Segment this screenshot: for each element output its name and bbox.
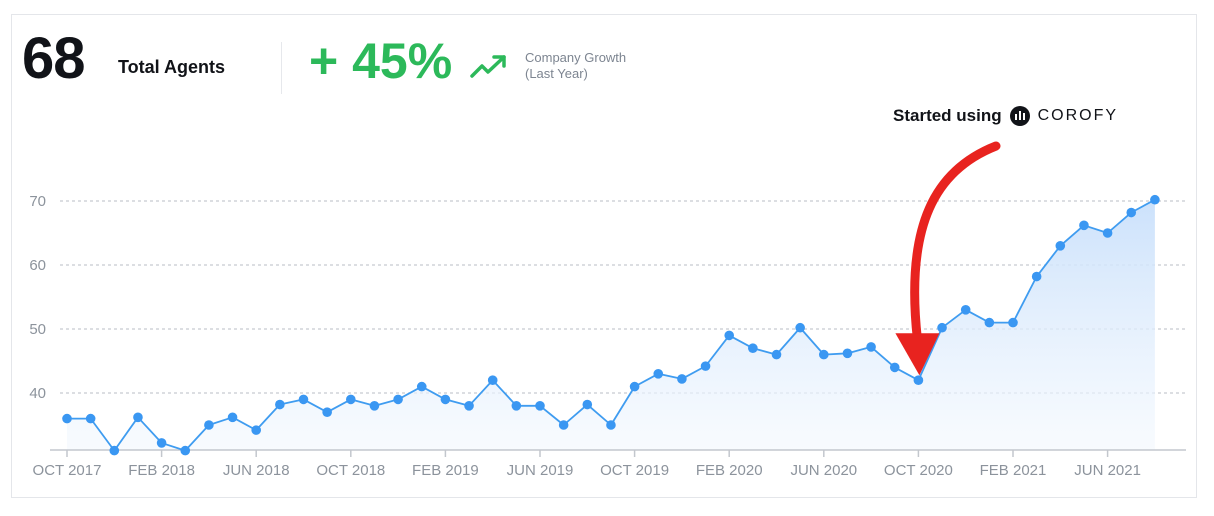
- data-point: [842, 348, 853, 359]
- data-point: [62, 413, 72, 424]
- total-agents-label: Total Agents: [118, 57, 225, 77]
- annotation-label: Started using COROFY: [893, 106, 1118, 126]
- x-tick-label: JUN 2018: [223, 462, 290, 479]
- data-point: [322, 407, 332, 418]
- x-tick-label: OCT 2017: [33, 462, 102, 479]
- data-point: [227, 412, 238, 423]
- data-point: [724, 330, 734, 341]
- data-point: [677, 374, 687, 384]
- data-point: [1008, 317, 1018, 328]
- x-tick-label: JUN 2021: [1074, 462, 1141, 479]
- data-point: [535, 401, 545, 411]
- growth-note-line1: Company Growth: [525, 50, 627, 65]
- data-point: [1150, 194, 1160, 205]
- header-divider: [281, 42, 282, 94]
- x-tick-label: FEB 2020: [696, 462, 763, 479]
- data-point: [960, 305, 971, 315]
- annotation-arrow-head: [895, 333, 940, 376]
- data-point: [156, 438, 167, 448]
- growth-value: + 45%: [309, 33, 453, 89]
- x-tick-label: JUN 2019: [507, 462, 574, 479]
- x-tick-label: FEB 2019: [412, 462, 479, 479]
- data-point: [298, 394, 309, 405]
- data-point: [606, 420, 616, 430]
- y-tick-label: 40: [29, 385, 46, 402]
- corofy-logo-icon: [1009, 106, 1030, 126]
- y-tick-label: 50: [29, 321, 46, 338]
- data-point: [133, 412, 143, 423]
- data-point: [1079, 220, 1089, 231]
- data-point: [1126, 207, 1137, 218]
- data-point: [1102, 228, 1113, 238]
- data-point: [866, 342, 876, 352]
- data-point: [511, 401, 522, 411]
- annotation-text: Started using: [893, 106, 1002, 125]
- growth-note-line2: (Last Year): [525, 66, 588, 81]
- x-tick-label: OCT 2020: [884, 462, 953, 479]
- data-point: [700, 361, 711, 371]
- data-point: [464, 401, 474, 411]
- data-point: [109, 445, 120, 456]
- data-point: [913, 375, 924, 386]
- data-point: [487, 375, 498, 386]
- data-point: [440, 394, 451, 405]
- x-tick-label: OCT 2019: [600, 462, 669, 479]
- x-tick-label: OCT 2018: [316, 462, 385, 479]
- data-point: [889, 362, 900, 373]
- data-point: [251, 425, 261, 435]
- data-point: [369, 401, 380, 411]
- data-point: [795, 322, 805, 333]
- y-tick-label: 60: [29, 257, 46, 274]
- data-point: [984, 317, 995, 328]
- data-point: [629, 381, 640, 392]
- data-point: [582, 399, 593, 410]
- total-agents-value: 68: [22, 26, 86, 91]
- data-point: [748, 343, 758, 354]
- data-point: [416, 381, 427, 392]
- data-point: [180, 445, 191, 456]
- growth-note: Company Growth (Last Year): [525, 50, 626, 82]
- brand-name: COROFY: [1037, 107, 1119, 124]
- y-tick-label: 70: [29, 193, 46, 210]
- data-point: [346, 394, 356, 405]
- x-tick-label: FEB 2018: [128, 462, 195, 479]
- data-point: [204, 420, 214, 430]
- data-point: [819, 349, 829, 360]
- data-point: [653, 369, 664, 379]
- annotation-arrow-shaft: [910, 141, 1001, 344]
- data-point: [1031, 271, 1042, 282]
- data-point: [1055, 241, 1066, 251]
- data-point: [771, 349, 782, 360]
- series-area: [67, 199, 1155, 451]
- data-point: [85, 413, 96, 424]
- data-point: [275, 399, 285, 410]
- x-tick-label: JUN 2020: [790, 462, 857, 479]
- trending-up-icon: [470, 55, 506, 78]
- x-tick-label: FEB 2021: [980, 462, 1047, 479]
- data-point: [558, 420, 569, 430]
- data-point: [937, 322, 947, 333]
- data-point: [393, 394, 403, 405]
